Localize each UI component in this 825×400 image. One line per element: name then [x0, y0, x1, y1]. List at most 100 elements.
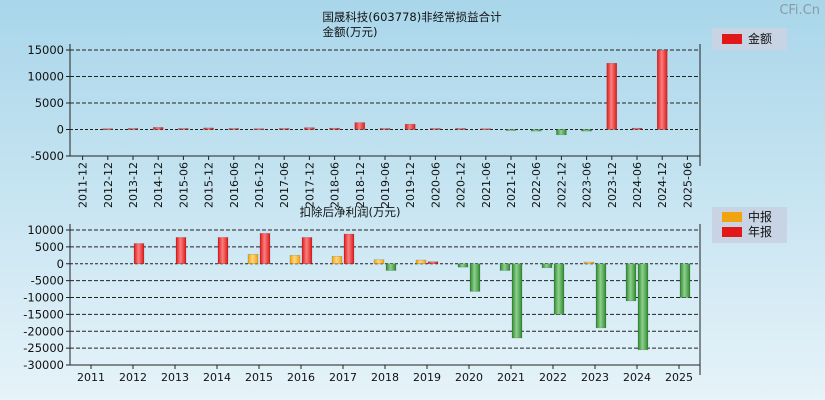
- bar: [329, 127, 340, 130]
- x-tick-label: 2017: [329, 371, 357, 384]
- bar: [127, 128, 139, 130]
- y-tick-label: -25000: [23, 341, 64, 355]
- bar: [595, 263, 607, 329]
- x-tick-label: 2011: [77, 371, 105, 384]
- bar: [304, 127, 315, 130]
- chart1-subtitle: 金额(万元): [323, 25, 378, 39]
- bar: [259, 233, 271, 264]
- x-tick-label: 2015-12: [203, 162, 216, 208]
- bar: [556, 129, 567, 136]
- x-tick-label: 2023: [581, 371, 609, 384]
- chart2-plot: 10000 5000 0 -5000 -10000 -15000 -20000 -25000 -…: [23, 223, 701, 384]
- x-tick-label: 2021: [497, 371, 525, 384]
- bar: [625, 263, 637, 302]
- chart2-legend-swatch-mid: [722, 212, 742, 222]
- bar: [469, 263, 481, 292]
- x-tick-label: 2025: [665, 371, 693, 384]
- x-tick-label: 2020: [455, 371, 483, 384]
- bar: [178, 128, 189, 130]
- bar: [679, 263, 691, 298]
- y-tick-label: 10000: [27, 223, 64, 237]
- chart1-legend-label: 金额: [748, 31, 772, 46]
- y-tick-label: -20000: [23, 324, 64, 338]
- chart2-title: 扣除后净利润(万元): [300, 205, 401, 219]
- y-tick-label: 0: [57, 257, 64, 271]
- y-tick-label: 10000: [27, 70, 64, 84]
- x-tick-label: 2013-12: [127, 162, 140, 208]
- chart2-legend-label-mid: 中报: [748, 209, 772, 224]
- watermark: CFi.Cn: [779, 3, 820, 18]
- bar: [247, 254, 259, 265]
- x-tick-label: 2023-06: [581, 162, 594, 208]
- chart1-title: 国晟科技(603778)非经常损益合计: [322, 10, 502, 24]
- x-tick-label: 2019-06: [379, 162, 392, 208]
- bar: [530, 129, 542, 132]
- x-tick-label: 2025-06: [681, 162, 694, 208]
- x-tick-label: 2011-12: [77, 162, 90, 208]
- x-tick-label: 2021-12: [505, 162, 518, 208]
- y-tick-label: 5000: [35, 240, 64, 254]
- chart2-legend: 中报 年报: [712, 207, 787, 243]
- bar: [278, 128, 290, 130]
- bar: [637, 263, 649, 351]
- x-tick-label: 2014-12: [152, 162, 165, 208]
- bar: [583, 261, 595, 264]
- x-tick-label: 2019-12: [404, 162, 417, 208]
- bar: [203, 127, 214, 130]
- x-tick-label: 2016-06: [228, 162, 241, 208]
- bar: [511, 263, 523, 339]
- bar: [175, 237, 187, 265]
- bar: [228, 128, 240, 130]
- chart1-legend-box: [712, 28, 787, 50]
- bar: [656, 49, 668, 130]
- x-tick-label: 2024: [623, 371, 651, 384]
- bar: [152, 127, 164, 130]
- x-tick-label: 2013: [161, 371, 189, 384]
- bar: [354, 122, 366, 130]
- bar: [373, 259, 385, 265]
- x-tick-label: 2017-12: [303, 162, 316, 208]
- y-tick-label: -5000: [31, 149, 64, 163]
- bar: [217, 237, 229, 265]
- bar: [343, 233, 355, 265]
- x-tick-label: 2015-06: [177, 162, 190, 208]
- y-tick-label: -5000: [31, 274, 64, 288]
- bar: [415, 259, 427, 265]
- x-tick-label: 2024-06: [631, 162, 644, 208]
- bar: [455, 128, 466, 130]
- bar: [541, 263, 553, 269]
- x-tick-label: 2012-12: [102, 162, 115, 208]
- y-tick-label: -15000: [23, 307, 64, 321]
- chart2-legend-label-annual: 年报: [748, 224, 772, 239]
- x-tick-label: 2018: [371, 371, 399, 384]
- x-tick-label: 2019: [413, 371, 441, 384]
- bar: [606, 63, 618, 130]
- x-tick-label: 2022: [539, 371, 567, 384]
- x-tick-label: 2024-12: [656, 162, 669, 208]
- x-tick-label: 2015: [245, 371, 273, 384]
- bar: [253, 128, 265, 130]
- x-tick-label: 2018-12: [354, 162, 367, 208]
- bar: [301, 237, 313, 265]
- bar: [430, 128, 441, 130]
- x-tick-label: 2020-06: [429, 162, 442, 208]
- x-tick-label: 2018-06: [329, 162, 342, 208]
- y-tick-label: 5000: [35, 96, 64, 110]
- chart1-legend: 金额: [712, 28, 787, 50]
- x-tick-label: 2022-06: [530, 162, 543, 208]
- x-tick-label: 2020-12: [455, 162, 468, 208]
- bar: [631, 127, 643, 130]
- y-tick-label: -30000: [23, 358, 64, 372]
- chart2-legend-swatch-annual: [722, 227, 742, 237]
- x-tick-label: 2016-12: [253, 162, 266, 208]
- x-tick-label: 2022-12: [555, 162, 568, 208]
- bar: [480, 128, 492, 130]
- bar: [581, 129, 592, 132]
- bar: [505, 129, 517, 131]
- x-tick-label: 2012: [119, 371, 147, 384]
- chart1-legend-swatch: [722, 34, 742, 44]
- y-tick-label: 15000: [27, 43, 64, 57]
- x-tick-label: 2023-12: [606, 162, 619, 208]
